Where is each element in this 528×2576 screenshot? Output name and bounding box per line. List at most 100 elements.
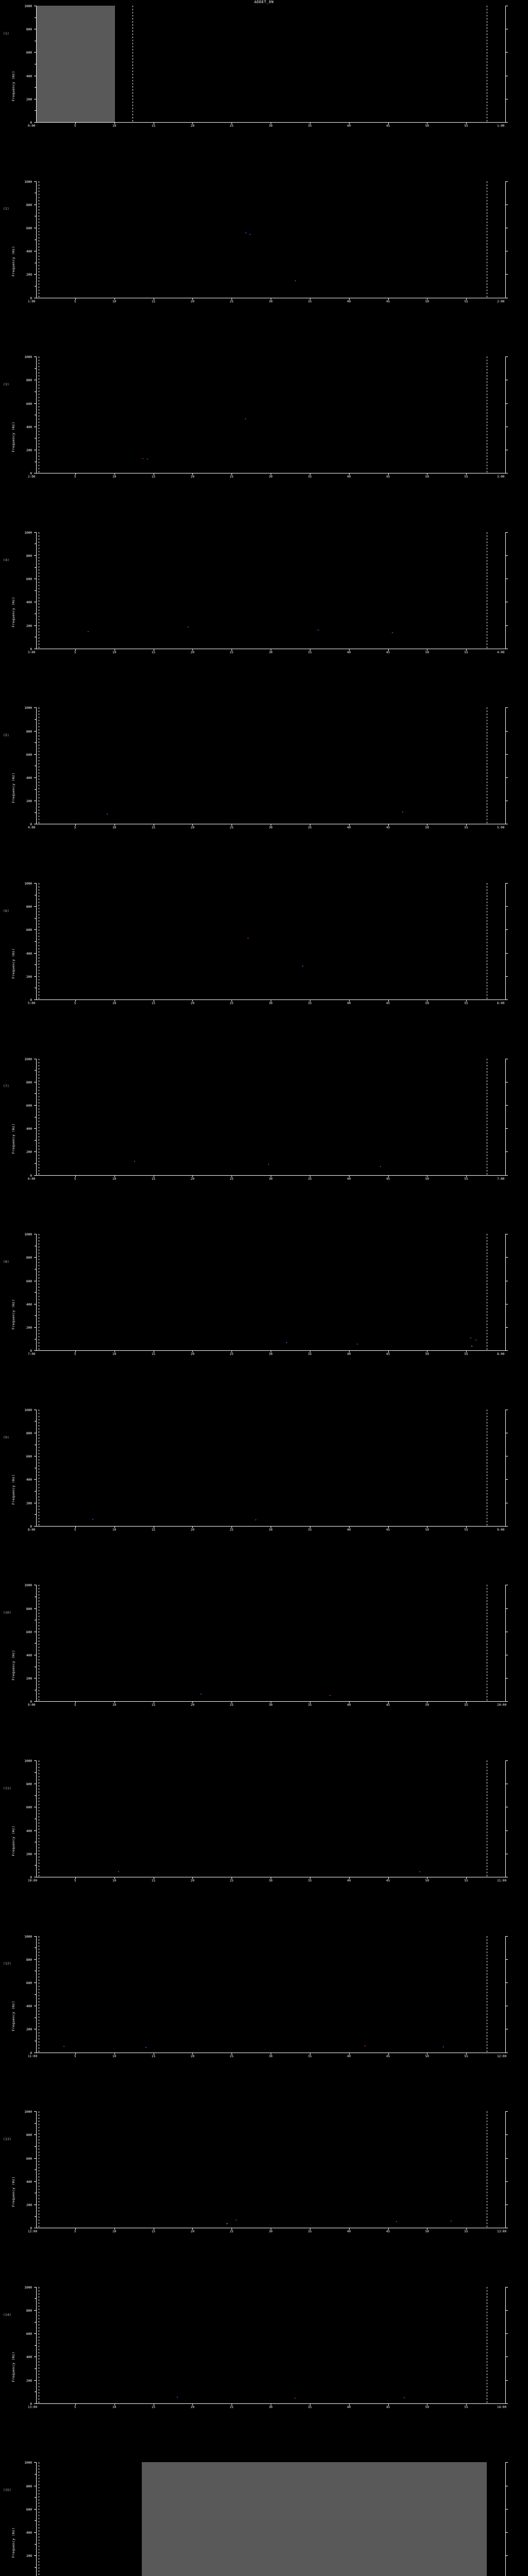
x-tick bbox=[192, 2403, 193, 2405]
x-tick-label: 25 bbox=[229, 1703, 234, 1707]
y-tick-right bbox=[506, 2380, 508, 2381]
x-tick-label: 35 bbox=[308, 1002, 312, 1005]
x-tick-label: 50 bbox=[425, 2054, 429, 2058]
panel-number: (7) bbox=[3, 1084, 9, 1089]
y-axis-line-right bbox=[505, 1936, 506, 2053]
y-tick-right bbox=[506, 2181, 508, 2182]
x-tick-label: 25 bbox=[229, 1528, 234, 1532]
y-tick bbox=[34, 906, 36, 907]
x-tick-label: 50 bbox=[425, 1528, 429, 1532]
y-axis-title: Frequency (Hz) bbox=[11, 1123, 15, 1154]
y-tick bbox=[34, 274, 36, 275]
y-tick bbox=[34, 2403, 36, 2404]
y-minor-tick bbox=[35, 1070, 36, 1071]
x-tick bbox=[192, 473, 193, 476]
y-axis-line-right bbox=[505, 883, 506, 999]
detection-point bbox=[295, 280, 296, 281]
y-tick-label: 400 bbox=[26, 951, 32, 956]
x-end-label: 1:00 bbox=[497, 124, 505, 128]
x-tick bbox=[388, 473, 389, 476]
y-tick-label: 800 bbox=[26, 1080, 32, 1084]
x-tick-label: 20 bbox=[190, 1002, 194, 1005]
detection-mask bbox=[36, 6, 116, 122]
y-tick-label: 800 bbox=[26, 202, 32, 207]
y-tick-label: 800 bbox=[26, 1606, 32, 1611]
y-tick-right bbox=[506, 1257, 508, 1258]
y-tick-label: 1000 bbox=[24, 2110, 32, 2114]
x-tick bbox=[466, 1175, 467, 1177]
y-tick-right bbox=[506, 2509, 508, 2510]
y-tick-label: 1000 bbox=[24, 1934, 32, 1939]
x-tick bbox=[466, 2228, 467, 2230]
panel-number: (5) bbox=[3, 733, 9, 738]
x-tick-label: 30 bbox=[269, 650, 273, 654]
x-tick bbox=[349, 1702, 350, 1704]
x-axis-line bbox=[36, 122, 506, 123]
x-tick-label: 5 bbox=[74, 1528, 76, 1532]
y-tick-label: 800 bbox=[26, 553, 32, 558]
x-tick-label: 20 bbox=[190, 650, 194, 654]
y-minor-tick bbox=[35, 2216, 36, 2217]
y-tick-label: 600 bbox=[26, 1630, 32, 1634]
y-axis-title: Frequency (Hz) bbox=[11, 71, 15, 101]
y-minor-tick bbox=[35, 918, 36, 919]
y-tick bbox=[34, 1479, 36, 1480]
detection-point bbox=[302, 965, 303, 967]
y-minor-tick bbox=[35, 87, 36, 88]
detection-point bbox=[365, 2045, 366, 2047]
y-tick-label: 200 bbox=[26, 974, 32, 979]
x-tick bbox=[75, 1351, 76, 1353]
y-tick-label: 1000 bbox=[24, 179, 32, 184]
y-minor-tick bbox=[35, 2473, 36, 2475]
y-tick-right bbox=[506, 754, 508, 755]
x-end-label: 11:00 bbox=[497, 1879, 507, 1883]
x-tick bbox=[192, 2228, 193, 2230]
detection-point bbox=[142, 457, 144, 459]
x-tick bbox=[349, 649, 350, 651]
x-tick-label: 55 bbox=[464, 1177, 468, 1181]
y-tick-label: 600 bbox=[26, 2332, 32, 2336]
x-tick bbox=[349, 2053, 350, 2055]
x-tick-label: 15 bbox=[151, 2405, 156, 2409]
y-tick-label: 400 bbox=[26, 1828, 32, 1833]
y-minor-tick bbox=[35, 1947, 36, 1948]
x-tick-label: 10 bbox=[112, 1703, 117, 1707]
x-tick bbox=[388, 649, 389, 651]
detection-point bbox=[177, 2397, 178, 2398]
y-axis-line bbox=[36, 181, 37, 298]
y-tick bbox=[34, 1350, 36, 1351]
x-tick-label: 55 bbox=[464, 2405, 468, 2409]
y-tick-right bbox=[506, 1175, 508, 1176]
x-tick-label: 45 bbox=[386, 2230, 390, 2234]
x-tick bbox=[192, 1526, 193, 1528]
y-axis-line-right bbox=[505, 1585, 506, 1702]
x-end-label: 5:00 bbox=[497, 826, 505, 830]
y-tick bbox=[34, 2310, 36, 2311]
x-tick-label: 5 bbox=[74, 826, 76, 830]
y-minor-tick bbox=[35, 2321, 36, 2323]
detection-point bbox=[450, 2221, 452, 2222]
x-tick-label: 5 bbox=[74, 1177, 76, 1181]
x-tick-label: 30 bbox=[269, 475, 273, 479]
y-tick-label: 1000 bbox=[24, 1583, 32, 1588]
x-tick-label: 20 bbox=[190, 1528, 194, 1532]
spectrogram-panel: (6) Frequency (Hz) 0 200 400 600 800 1000 5 10 15 2… bbox=[0, 882, 528, 1005]
y-tick bbox=[34, 555, 36, 556]
y-tick-label: 1000 bbox=[24, 4, 32, 8]
y-tick bbox=[34, 1608, 36, 1609]
y-tick bbox=[34, 707, 36, 708]
y-minor-tick bbox=[35, 812, 36, 813]
x-tick bbox=[75, 2053, 76, 2055]
x-tick-label: 20 bbox=[190, 826, 194, 830]
x-tick-label: 50 bbox=[425, 650, 429, 654]
x-tick bbox=[349, 473, 350, 476]
x-tick-label: 35 bbox=[308, 2230, 312, 2234]
x-tick-label: 40 bbox=[347, 299, 351, 303]
x-start-label: 11:00 bbox=[28, 2054, 38, 2058]
y-axis-title: Frequency (Hz) bbox=[11, 1650, 15, 1681]
x-tick-label: 15 bbox=[151, 1879, 156, 1883]
y-tick-right bbox=[506, 1760, 508, 1761]
x-tick bbox=[114, 1526, 115, 1528]
y-tick-label: 400 bbox=[26, 2355, 32, 2360]
y-tick-right bbox=[506, 2134, 508, 2136]
